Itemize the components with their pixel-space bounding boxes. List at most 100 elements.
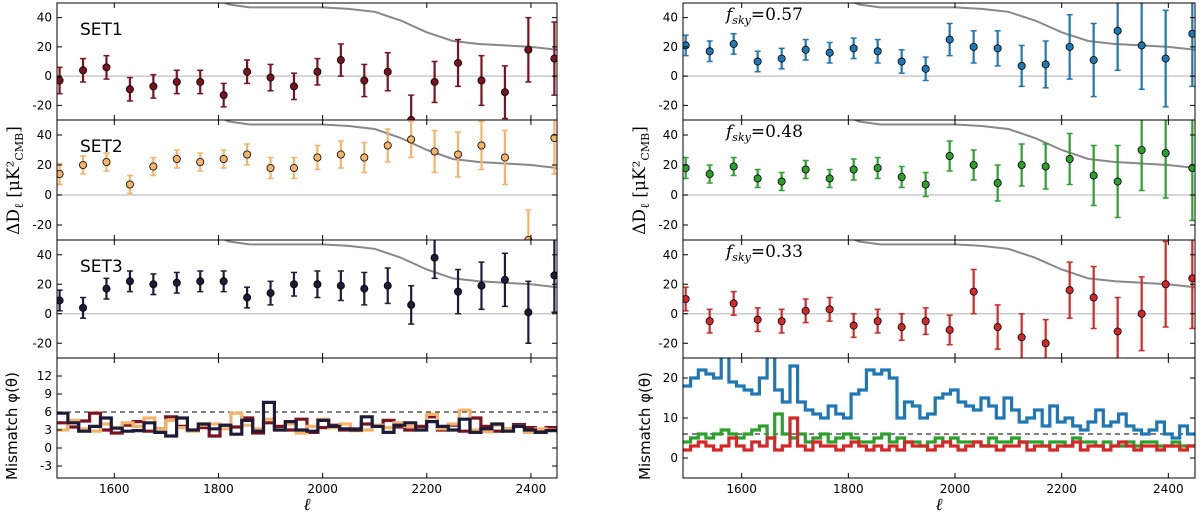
x-tick-label: 1800 (833, 482, 864, 496)
data-point (1188, 29, 1195, 38)
y-tick-label: -20 (32, 336, 52, 350)
data-point (945, 151, 954, 160)
mismatch-axis-label: Mismatch φ(θ) (3, 372, 21, 480)
data-point (360, 153, 369, 162)
y-tick-label: 20 (663, 371, 678, 385)
data-point (1137, 309, 1146, 318)
data-point (383, 141, 392, 150)
data-point (705, 47, 714, 56)
x-axis-label: ℓ (303, 495, 310, 515)
data-point (1161, 148, 1170, 157)
theory-curve (852, 120, 1195, 169)
data-point (969, 160, 978, 169)
data-point (1041, 339, 1050, 348)
theory-curve (222, 3, 557, 51)
data-point (360, 284, 369, 293)
y-tick-label: 20 (37, 277, 52, 291)
y-tick-label: 20 (663, 277, 678, 291)
data-point (454, 58, 463, 67)
data-point (102, 284, 111, 293)
data-point (102, 63, 111, 72)
data-series-left-2 (57, 240, 557, 344)
data-point (1188, 274, 1195, 283)
data-point (79, 66, 88, 75)
data-point (873, 317, 882, 326)
data-point (407, 135, 416, 144)
data-point (993, 178, 1002, 187)
data-point (454, 287, 463, 296)
x-tick-label: 2400 (1153, 482, 1184, 496)
data-point (849, 165, 858, 174)
data-point (102, 157, 111, 166)
data-point (1089, 56, 1098, 65)
x-tick-label: 2400 (516, 482, 547, 496)
data-point (1137, 145, 1146, 154)
data-point (57, 76, 64, 85)
theory-curve (852, 240, 1195, 289)
data-point (454, 150, 463, 159)
data-point (801, 306, 810, 315)
data-point (243, 150, 252, 159)
data-point (921, 317, 930, 326)
data-point (477, 281, 486, 290)
y-tick-label: -20 (658, 336, 678, 350)
y-tick-label: 40 (663, 11, 678, 25)
data-point (243, 67, 252, 76)
y-tick-label: 20 (663, 158, 678, 172)
mismatch-axis-label: Mismatch φ(θ) (636, 372, 654, 480)
data-point (57, 170, 64, 178)
x-tick-label: 1800 (203, 482, 234, 496)
data-point (1017, 160, 1026, 169)
data-point (1089, 293, 1098, 302)
data-point (149, 162, 158, 171)
data-point (125, 180, 134, 189)
data-point (149, 280, 158, 289)
data-point (550, 271, 557, 280)
data-point (477, 141, 486, 150)
data-point (1161, 280, 1170, 289)
data-series-right-0 (683, 3, 1195, 108)
data-point (897, 57, 906, 66)
mismatch-series-0.57 (683, 358, 1195, 440)
data-point (753, 174, 762, 183)
data-point (945, 35, 954, 44)
data-point (777, 54, 786, 63)
x-tick-label: 1600 (726, 482, 757, 496)
panel-label-fsky: fsky=0.57 (724, 5, 803, 27)
y-tick-label: 0 (670, 69, 678, 83)
data-point (125, 277, 134, 286)
data-point (313, 280, 322, 289)
data-point (945, 325, 954, 334)
data-point (172, 278, 181, 287)
data-point (825, 48, 834, 57)
x-tick-label: 2000 (940, 482, 971, 496)
panel-label-fsky: fsky=0.33 (724, 242, 803, 264)
data-point (407, 300, 416, 309)
data-point (336, 281, 345, 290)
y-tick-label: 0 (44, 307, 52, 321)
data-point (849, 44, 858, 53)
panel-label-set1: SET1 (80, 20, 123, 40)
data-point (1113, 177, 1122, 186)
data-point (219, 154, 228, 163)
panel-frame (56, 357, 558, 479)
data-point (266, 73, 275, 82)
data-point (969, 287, 978, 296)
y-tick-label: 0 (670, 188, 678, 202)
data-point (1041, 162, 1050, 171)
data-point (897, 172, 906, 181)
data-point (196, 277, 205, 286)
data-point (777, 177, 786, 186)
data-point (1161, 54, 1170, 63)
data-point (266, 289, 275, 298)
data-point (196, 77, 205, 86)
data-point (550, 54, 557, 63)
x-tick-label: 2000 (307, 482, 338, 496)
data-point (1017, 333, 1026, 342)
data-point (383, 67, 392, 76)
data-point (313, 67, 322, 76)
data-point (801, 165, 810, 174)
data-point (360, 76, 369, 85)
data-point (289, 82, 298, 91)
data-point (125, 85, 134, 94)
